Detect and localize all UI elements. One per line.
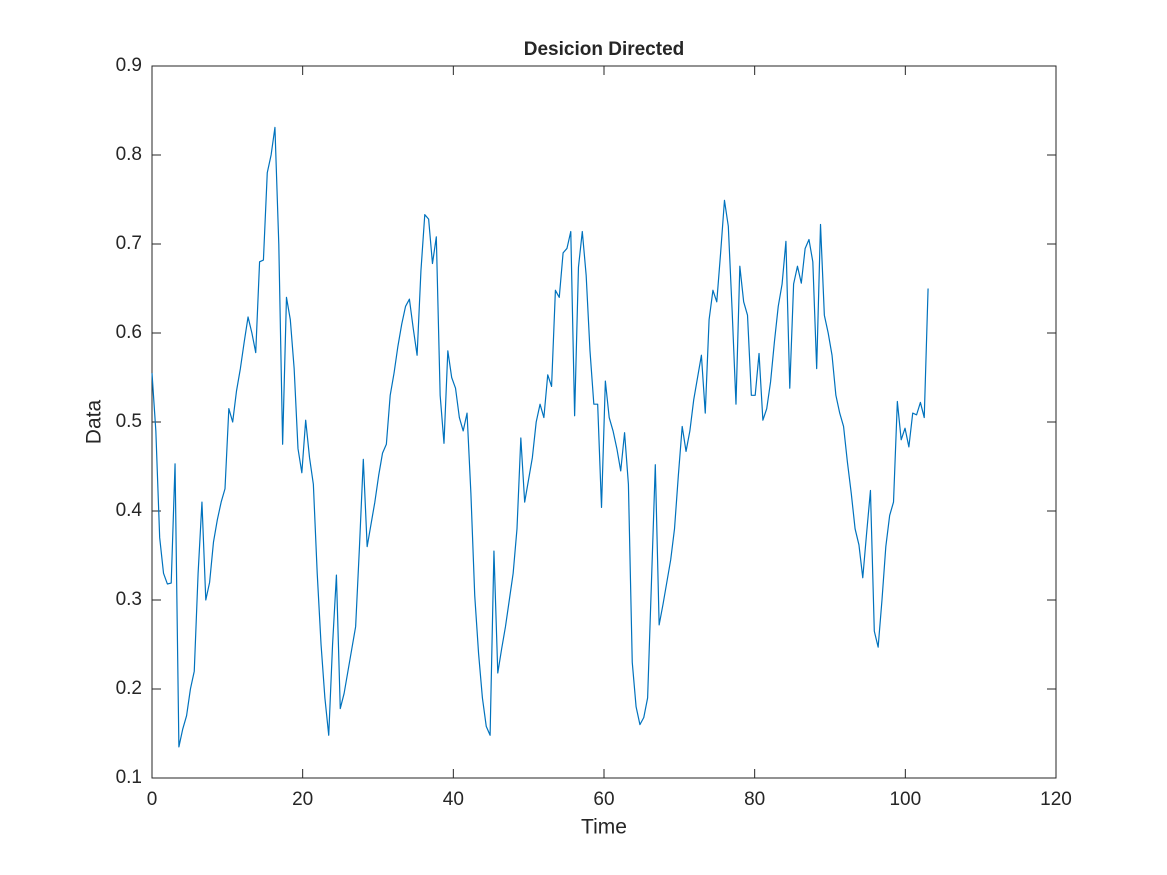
x-tick-label: 60 <box>593 789 614 810</box>
y-tick-label: 0.1 <box>116 767 142 788</box>
y-tick-label: 0.3 <box>116 589 142 610</box>
chart-title: Desicion Directed <box>524 39 685 60</box>
x-tick-label: 80 <box>744 789 765 810</box>
x-tick-label: 20 <box>292 789 313 810</box>
y-tick-label: 0.4 <box>116 500 143 521</box>
x-tick-label: 100 <box>889 789 921 810</box>
y-tick-label: 0.7 <box>116 233 142 254</box>
y-tick-label: 0.5 <box>116 411 142 432</box>
data-line <box>151 126 929 748</box>
x-tick-label: 120 <box>1040 789 1072 810</box>
x-tick-label: 40 <box>443 789 464 810</box>
x-axis-label: Time <box>581 816 627 839</box>
y-tick-label: 0.8 <box>116 144 142 165</box>
y-axis-label: Data <box>83 400 106 445</box>
x-tick-label: 0 <box>147 789 158 810</box>
y-tick-label: 0.6 <box>116 322 142 343</box>
y-tick-label: 0.2 <box>116 678 142 699</box>
y-tick-label: 0.9 <box>116 55 142 76</box>
